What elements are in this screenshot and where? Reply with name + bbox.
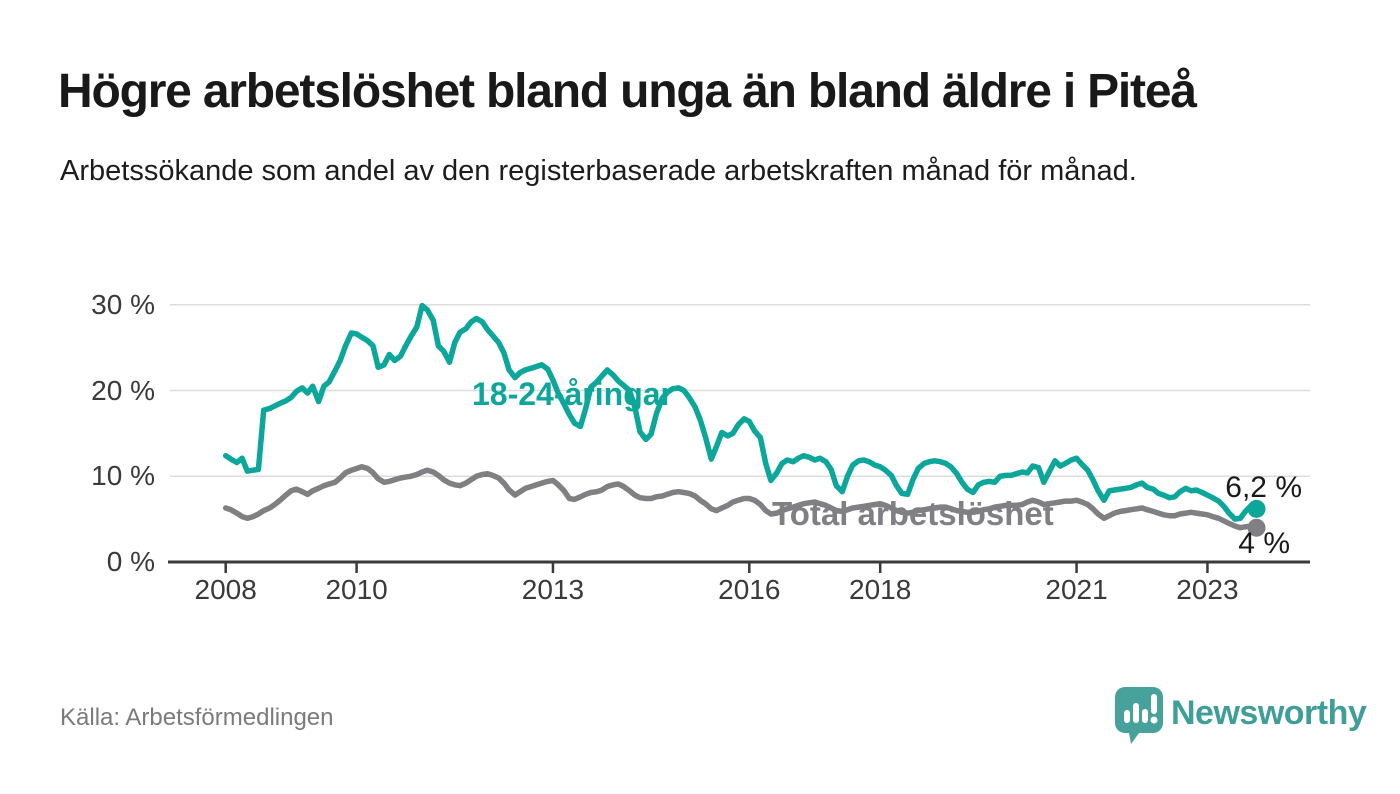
source-note: Källa: Arbetsförmedlingen: [60, 704, 334, 731]
page-subtitle: Arbetssökande som andel av den registerb…: [60, 155, 1137, 187]
x-tick-label: 2016: [718, 574, 781, 605]
bar-chart-speech-bubble-icon: [1115, 687, 1163, 744]
y-tick-label: 0 %: [106, 546, 155, 577]
series-end-dot: [1247, 499, 1266, 518]
end-value-label-18-24: 6,2 %: [1225, 471, 1302, 504]
x-tick-label: 2021: [1045, 574, 1108, 605]
y-tick-label: 20 %: [91, 374, 155, 406]
x-tick-label: 2018: [849, 574, 912, 605]
x-tick-label: 2008: [194, 574, 257, 605]
x-tick-label: 2023: [1176, 574, 1239, 605]
newsworthy-wordmark: Newsworthy: [1171, 694, 1367, 732]
y-tick-label: 30 %: [91, 288, 155, 320]
end-value-label-total: 4 %: [1238, 527, 1290, 560]
series-line: [222, 464, 1260, 531]
series-label-18-24: 18-24-åringar: [472, 376, 673, 412]
series-line: [222, 302, 1260, 522]
series-end-dot: [1247, 518, 1266, 537]
page-title: Högre arbetslöshet bland unga än bland ä…: [58, 65, 1197, 118]
series-label-total: Total arbetslöshet: [772, 495, 1054, 532]
x-tick-label: 2010: [325, 574, 388, 605]
newsworthy-logo: [1115, 687, 1355, 747]
x-tick-label: 2013: [521, 574, 585, 605]
y-tick-label: 10 %: [91, 460, 155, 492]
